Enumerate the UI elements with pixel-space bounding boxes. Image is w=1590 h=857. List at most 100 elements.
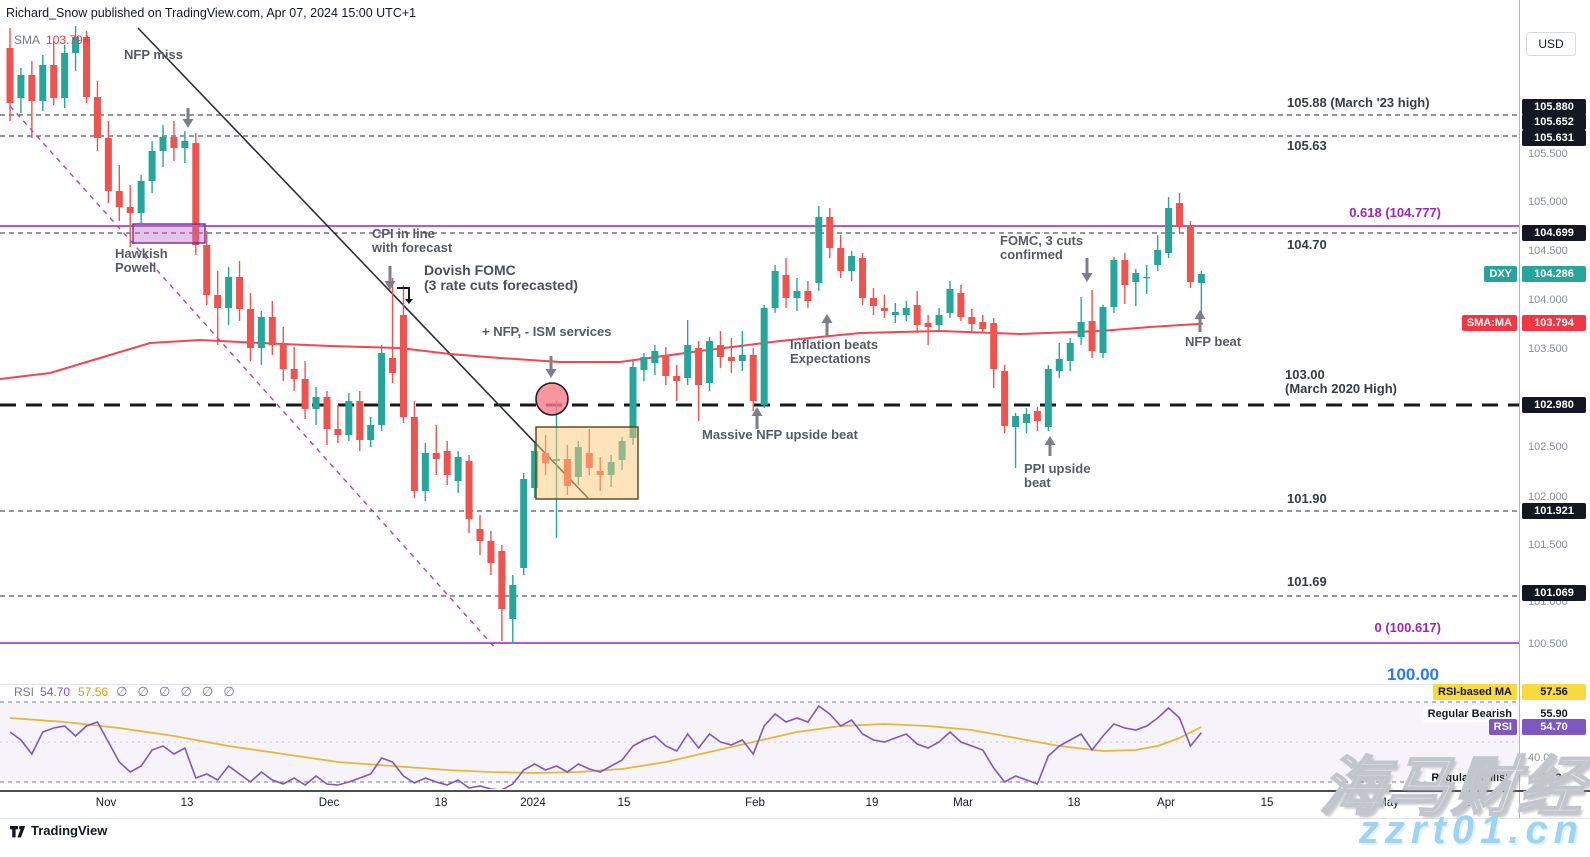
price-badge: 101.069 xyxy=(1522,585,1586,601)
candle xyxy=(935,315,943,325)
chart-annotation[interactable]: Dovish FOMC (3 rate cuts forecasted) xyxy=(424,262,579,294)
candle xyxy=(990,323,998,369)
chart-annotation[interactable]: FOMC, 3 cuts confirmed xyxy=(1000,233,1084,263)
trendline[interactable] xyxy=(137,27,589,499)
sma-line xyxy=(0,322,1204,380)
tradingview-logo-text: TradingView xyxy=(31,823,108,838)
candle xyxy=(848,256,856,271)
rsi-ma-line xyxy=(9,717,1202,774)
candle xyxy=(869,298,877,306)
price-badge-chip: DXY xyxy=(1484,266,1517,282)
candle xyxy=(1121,260,1129,285)
chart-canvas[interactable] xyxy=(0,0,1519,818)
candle xyxy=(1066,343,1074,361)
candle xyxy=(957,293,965,317)
chart-annotation[interactable]: Hawkish Powell xyxy=(115,246,168,276)
time-label: Feb xyxy=(745,797,765,809)
candle xyxy=(782,275,790,298)
chart-annotation[interactable]: 0 (100.617) xyxy=(1374,620,1442,635)
pane-separator xyxy=(0,684,1590,685)
price-badge: 105.652 xyxy=(1522,114,1586,130)
consolidation-box[interactable] xyxy=(535,426,639,500)
time-label: Mar xyxy=(953,797,973,809)
candle xyxy=(301,379,309,409)
candle xyxy=(290,369,298,379)
rsi-line xyxy=(9,704,1202,789)
currency-button[interactable]: USD xyxy=(1526,32,1576,56)
candle xyxy=(257,317,265,348)
candle xyxy=(509,585,517,619)
price-badge: 104.699 xyxy=(1522,225,1586,241)
rsi-badge-chip: RSI-based MA xyxy=(1433,684,1517,700)
tradingview-logo-icon xyxy=(10,826,26,838)
candle xyxy=(1099,307,1107,353)
bracket-mark[interactable] xyxy=(397,287,410,300)
candle xyxy=(662,355,670,376)
candle xyxy=(1110,260,1118,307)
chart-annotation[interactable]: 103.00 (March 2020 High) xyxy=(1285,367,1397,397)
chart-annotation[interactable]: + NFP, - ISM services xyxy=(482,324,612,339)
candle xyxy=(968,317,976,324)
chart-annotation[interactable]: 105.88 (March '23 high) xyxy=(1287,95,1430,110)
candle xyxy=(1186,225,1194,282)
candle xyxy=(28,75,36,101)
candle xyxy=(640,357,648,370)
candle xyxy=(148,151,156,181)
candle xyxy=(126,207,134,213)
arrowhead xyxy=(821,314,833,323)
candle xyxy=(716,345,724,357)
candle xyxy=(859,258,867,298)
rsi-label: RSI xyxy=(14,685,35,699)
arrowhead xyxy=(384,281,396,290)
chart-annotation[interactable]: Inflation beats Expectations xyxy=(790,337,879,367)
time-axis[interactable]: Nov 13 Dec 18 2024 15 Feb 19 Mar 18 Apr 15 May 13 xyxy=(0,791,1519,818)
candle xyxy=(487,541,495,563)
candle xyxy=(83,37,91,97)
hawkish-powell-zone[interactable] xyxy=(132,223,206,244)
chart-annotation[interactable]: 104.70 xyxy=(1287,237,1327,252)
arrowhead xyxy=(1081,273,1093,282)
bracket-arrowhead xyxy=(405,299,413,304)
chart-annotation[interactable]: 105.63 xyxy=(1287,138,1327,153)
arrowhead xyxy=(1194,310,1206,319)
rsi-badge-chip: Regular Bearish xyxy=(1422,706,1517,722)
chart-annotation[interactable]: 101.90 xyxy=(1287,491,1327,506)
time-label: 15 xyxy=(617,797,631,809)
time-label: 18 xyxy=(1067,797,1081,809)
time-label: 2024 xyxy=(520,797,546,809)
chart-annotation[interactable]: 0.618 (104.777) xyxy=(1349,205,1441,220)
chart-annotation[interactable]: 101.69 xyxy=(1287,574,1327,589)
candle xyxy=(214,295,222,308)
highlight-circle[interactable] xyxy=(535,382,569,416)
chart-annotation[interactable]: NFP miss xyxy=(124,47,184,62)
price-axis[interactable]: USD 105.500 105.000 104.500 104.000 103.500 1… xyxy=(1422,0,1590,819)
price-tick: 102.500 xyxy=(1528,441,1568,453)
candle xyxy=(389,358,397,373)
chart-annotation[interactable]: Massive NFP upside beat xyxy=(702,427,858,442)
tradingview-logo[interactable]: TradingView xyxy=(9,822,107,839)
candle xyxy=(760,308,768,405)
annotation-layer: NFP miss Hawkish Powell CPI in line with f… xyxy=(115,47,1442,684)
rsi-legend: RSI 54.70 57.56 ∅ ∅ ∅ ∅ ∅ ∅ xyxy=(14,685,238,700)
publish-header: Richard_Snow published on TradingView.co… xyxy=(6,6,417,20)
candle xyxy=(1132,273,1140,282)
candle xyxy=(443,451,451,475)
chart-annotation[interactable]: NFP beat xyxy=(1185,334,1242,349)
rsi-divergence-icons: ∅ ∅ ∅ ∅ ∅ ∅ xyxy=(116,685,238,700)
rsi-tick: 40.00 xyxy=(1528,752,1556,764)
candle xyxy=(498,551,506,609)
candle xyxy=(1077,322,1085,337)
rsi-value: 54.70 xyxy=(40,685,71,699)
chart-annotation[interactable]: 100.00 xyxy=(1387,665,1439,684)
price-badge: 105.880 xyxy=(1522,99,1586,115)
chart-annotation[interactable]: PPI upside beat xyxy=(1024,461,1091,491)
chart-annotation[interactable]: CPI in line with forecast xyxy=(372,226,453,256)
candle xyxy=(236,277,244,309)
candle xyxy=(880,308,888,311)
candle xyxy=(268,317,276,345)
candle xyxy=(1022,414,1030,423)
trendline[interactable] xyxy=(9,105,498,651)
candle xyxy=(115,191,123,207)
candle xyxy=(771,271,779,308)
